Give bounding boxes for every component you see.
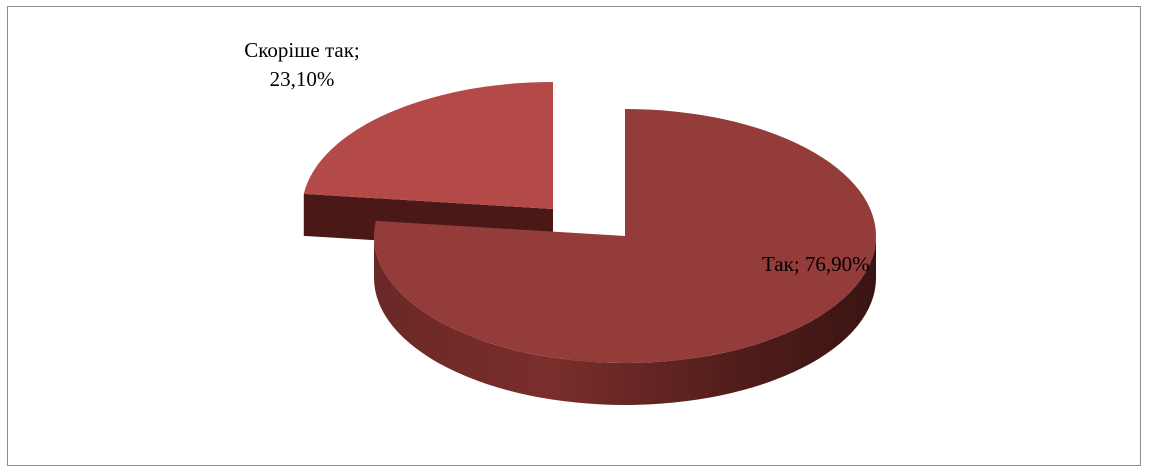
slice-top-tak [374, 109, 877, 364]
slice-tops [303, 82, 877, 364]
slice-top-skorishe-tak [303, 82, 553, 209]
slice-side-tak [374, 236, 876, 405]
data-label-skorishe-tak: Скоріше так; 23,10% [244, 38, 360, 91]
data-label-tak: Так; 76,90% [762, 252, 870, 276]
data-labels: Так; 76,90% Скоріше так; 23,10% [244, 38, 869, 276]
